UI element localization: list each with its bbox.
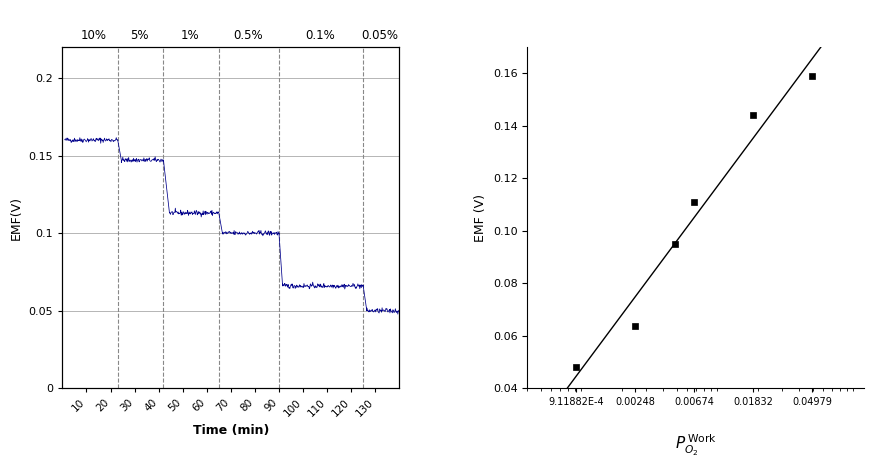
X-axis label: Time (min): Time (min) bbox=[192, 424, 269, 437]
Y-axis label: EMF(V): EMF(V) bbox=[10, 196, 23, 240]
Text: $P_{O_2}^{\,\mathrm{Work}}$: $P_{O_2}^{\,\mathrm{Work}}$ bbox=[674, 433, 716, 458]
Y-axis label: EMF (V): EMF (V) bbox=[474, 194, 487, 241]
